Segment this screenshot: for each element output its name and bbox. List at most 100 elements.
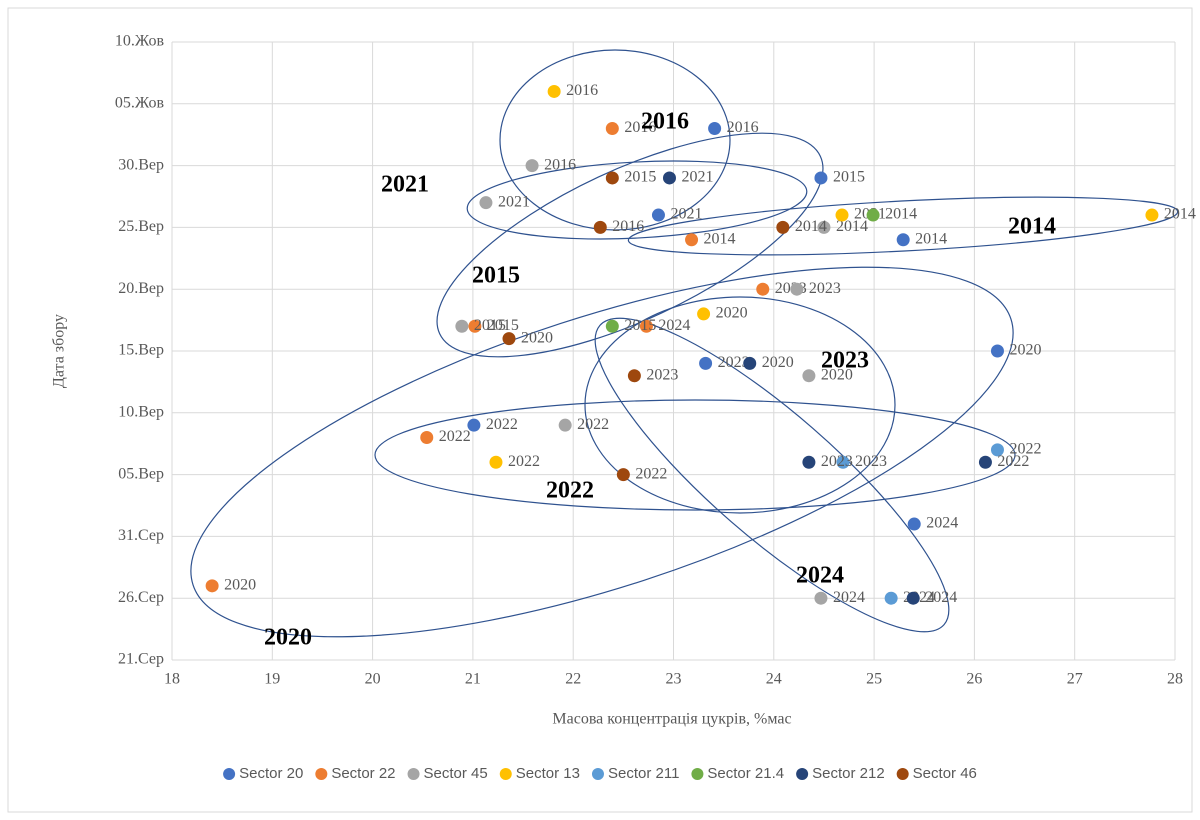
data-label: 2015: [487, 317, 519, 334]
x-tick-label: 23: [666, 671, 682, 688]
x-tick-label: 20: [365, 671, 381, 688]
data-label: 2020: [716, 305, 748, 322]
y-tick-label: 10.Вер: [118, 403, 164, 420]
y-tick-label: 21.Сер: [118, 651, 164, 668]
ellipse: [499, 49, 731, 231]
point: [906, 591, 920, 605]
point: [605, 319, 619, 333]
data-label: 2022: [577, 416, 609, 433]
data-label: 2016: [566, 82, 598, 99]
y-tick-label: 20.Вер: [118, 280, 164, 297]
point: [627, 369, 641, 383]
point: [558, 418, 572, 432]
ellipse: [584, 296, 896, 514]
point: [836, 455, 850, 469]
point: [817, 220, 831, 234]
point: [776, 220, 790, 234]
point: [525, 159, 539, 173]
point: [884, 591, 898, 605]
data-label: 2022: [997, 453, 1029, 470]
annotation: 2021: [381, 172, 429, 198]
legend-marker: [691, 768, 704, 780]
data-label: 2023: [718, 354, 750, 371]
data-label: 2014: [885, 206, 917, 223]
x-tick-label: 27: [1067, 671, 1083, 688]
point: [420, 431, 434, 445]
legend-item: Sector 22: [315, 765, 396, 782]
point: [802, 369, 816, 383]
point: [990, 344, 1004, 358]
y-tick-label: 31.Сер: [118, 527, 164, 544]
data-label: 2016: [624, 119, 656, 136]
group-ellipses: [190, 49, 1179, 638]
legend-item: Sector 13: [499, 765, 580, 782]
point: [205, 579, 219, 593]
point: [697, 307, 711, 321]
data-label: 2024: [925, 589, 957, 606]
annotation: 2016: [641, 109, 689, 135]
point: [814, 171, 828, 185]
point: [605, 122, 619, 136]
legend-label: Sector 21.4: [707, 765, 784, 782]
legend-item: Sector 46: [896, 765, 977, 782]
x-axis-title: Масова концентрація цукрів, %мас: [552, 711, 791, 728]
point: [790, 282, 804, 296]
legend-item: Sector 45: [407, 765, 488, 782]
legend-item: Sector 21.4: [691, 765, 784, 782]
y-axis-title: Дата збору: [51, 314, 68, 388]
point: [467, 418, 481, 432]
x-tick-label: 18: [164, 671, 180, 688]
point: [866, 208, 880, 222]
x-tick-label: 19: [264, 671, 280, 688]
point: [814, 591, 828, 605]
data-label: 2022: [439, 428, 471, 445]
data-label: 2021: [681, 169, 713, 186]
data-label: 2015: [474, 317, 506, 334]
legend-label: Sector 212: [812, 765, 885, 782]
data-label: 2022: [486, 416, 518, 433]
legend-label: Sector 45: [424, 765, 488, 782]
data-label: 2024: [658, 317, 690, 334]
point: [479, 196, 493, 210]
data-label: 2021: [498, 193, 530, 210]
point: [616, 468, 630, 482]
data-label: 2016: [544, 156, 576, 173]
point: [978, 455, 992, 469]
legend-label: Sector 20: [239, 765, 303, 782]
legend-item: Sector 20: [223, 765, 303, 782]
point: [1145, 208, 1159, 222]
point: [593, 220, 607, 234]
data-label: 2014: [915, 230, 947, 247]
point: [907, 517, 921, 531]
point: [743, 356, 757, 370]
data-label: 2020: [224, 577, 256, 594]
annotation: 2015: [472, 263, 520, 289]
annotation: 2020: [264, 625, 312, 651]
point: [662, 171, 676, 185]
point: [699, 356, 713, 370]
data-label: 2014: [1164, 206, 1196, 223]
x-tick-label: 28: [1167, 671, 1183, 688]
legend-marker: [407, 768, 420, 780]
y-tick-label: 25.Вер: [118, 218, 164, 235]
frame: [7, 7, 1193, 813]
data-label: 2020: [762, 354, 794, 371]
x-tick-label: 25: [866, 671, 882, 688]
data-label: 2015: [624, 317, 656, 334]
data-label: 2014: [795, 218, 827, 235]
data-label: 2020: [1009, 342, 1041, 359]
point: [756, 282, 770, 296]
legend-marker: [796, 768, 809, 780]
point: [489, 455, 503, 469]
ellipse: [466, 160, 808, 240]
ellipse: [436, 132, 824, 358]
legend-marker: [591, 768, 604, 780]
data-label: 2024: [926, 515, 958, 532]
legend-item: Sector 212: [796, 765, 885, 782]
data-label: 2022: [635, 465, 667, 482]
y-tick-label: 30.Вер: [118, 156, 164, 173]
ellipse: [190, 266, 1014, 638]
data-label: 2015: [624, 169, 656, 186]
y-tick-label: 05.Вер: [118, 465, 164, 482]
data-label: 2022: [1009, 441, 1041, 458]
